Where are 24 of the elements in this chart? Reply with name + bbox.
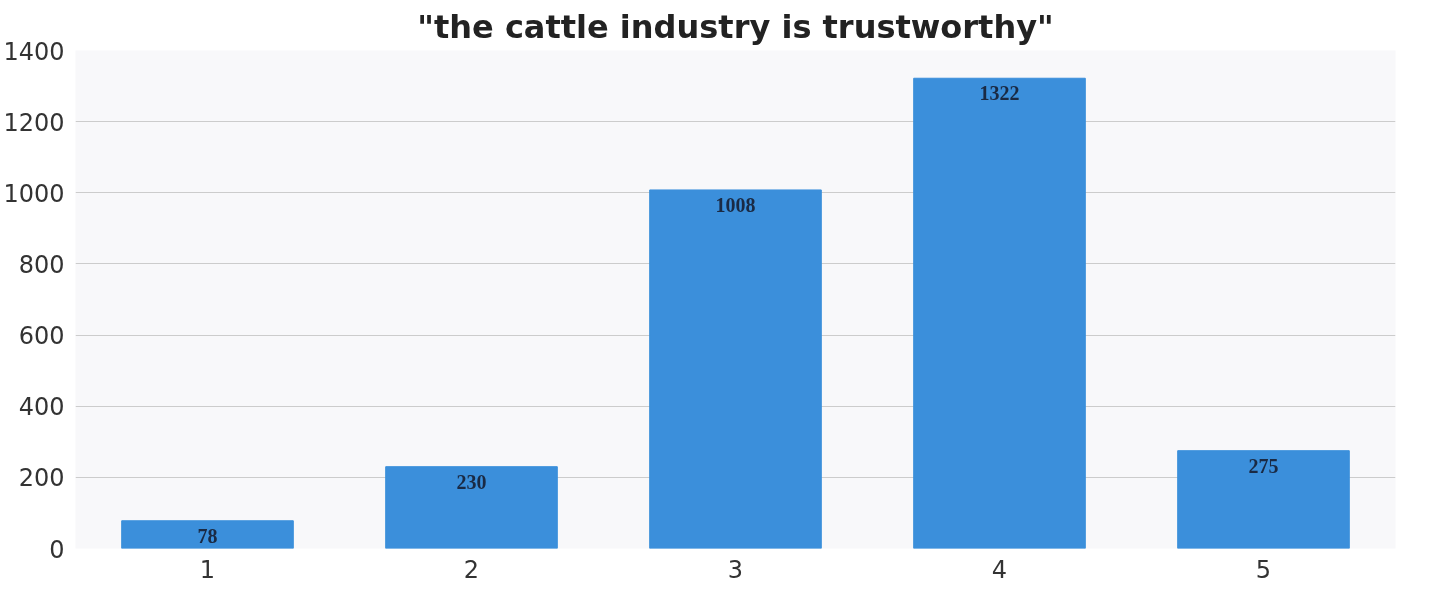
y-tick-label: 0 [49,535,65,564]
data-label: 230 [456,470,487,493]
y-tick-label: 1400 [3,37,65,66]
data-label: 1322 [979,82,1020,105]
y-tick-label: 1200 [3,108,65,137]
x-tick-label: 4 [991,555,1008,584]
y-tick-label: 600 [18,322,65,351]
bar [121,520,294,549]
y-tick-label: 800 [18,250,65,279]
bar [913,77,1086,549]
x-tick-label: 1 [199,555,216,584]
bar [385,466,558,549]
chart-title: "the cattle industry is trustworthy" [417,7,1054,46]
data-label: 1008 [715,193,756,216]
x-tick-label: 3 [727,555,744,584]
bar [1177,450,1350,549]
x-tick-label: 2 [463,555,480,584]
x-tick-label: 5 [1255,555,1272,584]
data-label: 275 [1248,454,1279,477]
data-label: 78 [197,524,218,547]
y-tick-label: 1000 [3,179,65,208]
y-tick-label: 200 [18,464,65,493]
bar [649,189,822,549]
y-tick-label: 400 [18,393,65,422]
